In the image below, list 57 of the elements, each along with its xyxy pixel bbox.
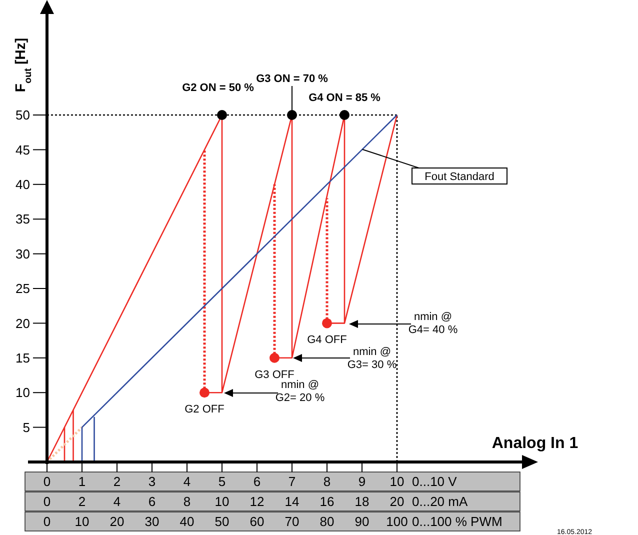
annotation: G4 ON = 85 % — [308, 92, 381, 104]
x-tick-label: 3 — [148, 474, 156, 489]
text: nmin @ G4= 40 % — [408, 311, 458, 336]
x-tick-label: 9 — [358, 474, 366, 489]
x-tick-label: 6 — [253, 474, 261, 489]
text: 0 — [43, 514, 51, 529]
x2-tick-label: 4 — [113, 494, 121, 509]
x2-tick-label: 0 — [43, 494, 51, 509]
text: 60 — [250, 514, 264, 529]
annotation: G3 OFF — [254, 368, 295, 381]
y-tick-label: 15 — [16, 350, 30, 366]
y-tick-label: 30 — [16, 246, 30, 262]
x2-tick-label: 10 — [214, 494, 230, 509]
x2-axis-title: 0...20 mA — [412, 494, 468, 509]
x2-tick-label: 6 — [148, 494, 156, 509]
text: Fout Standard — [424, 171, 494, 183]
annotation: G2 ON = 50 % — [182, 82, 254, 94]
x2-tick-label: 14 — [284, 494, 300, 509]
x2-tick-label: 12 — [250, 494, 264, 509]
annotation: nmin @ G3= 30 % — [347, 346, 397, 371]
text: 30 — [144, 514, 160, 529]
x-tick-label: 0 — [43, 474, 51, 489]
y-tick-label: 5 — [22, 420, 30, 435]
y-tick-label: 45 — [16, 142, 30, 158]
annotation: nmin @ G2= 20 % — [275, 379, 325, 404]
y-tick-label: 25 — [16, 281, 30, 296]
x-tick-label: 8 — [323, 474, 331, 489]
x2-tick-label: 16 — [320, 494, 334, 509]
annotation: G3 ON = 70 % — [256, 73, 328, 85]
text: 90 — [354, 514, 370, 529]
x-axis-title: 0...10 V — [412, 474, 458, 489]
x-tick-label: 5 — [218, 474, 226, 489]
y-tick-label: 35 — [16, 212, 30, 227]
text: 100 — [386, 514, 408, 529]
x-tick-label: 2 — [113, 474, 121, 489]
x2-tick-label: 18 — [354, 494, 370, 509]
text: 70 — [284, 514, 300, 529]
text: Analog In 1 — [492, 435, 578, 452]
text: 50 — [214, 514, 230, 529]
x-tick-label: 10 — [390, 474, 404, 489]
text: 10 — [74, 514, 90, 529]
x2-tick-label: 8 — [183, 494, 191, 509]
y-tick-label: 20 — [16, 316, 30, 331]
x2-tick-label: 20 — [390, 494, 404, 509]
text: 80 — [320, 514, 334, 529]
x-tick-label: 7 — [288, 474, 296, 489]
y-tick-label: 50 — [16, 108, 30, 123]
y-tick-label: 40 — [16, 176, 30, 192]
text: 0...100 % PWM — [412, 514, 502, 529]
y-tick-label: 10 — [16, 385, 30, 400]
text: 20 — [110, 514, 124, 529]
text: 40 — [180, 514, 194, 529]
x-tick-label: 4 — [183, 474, 191, 489]
annotation: G4 OFF — [307, 334, 348, 346]
annotation: G2 OFF — [184, 404, 225, 416]
x-tick-label: 1 — [78, 474, 86, 489]
x2-tick-label: 2 — [78, 494, 86, 509]
